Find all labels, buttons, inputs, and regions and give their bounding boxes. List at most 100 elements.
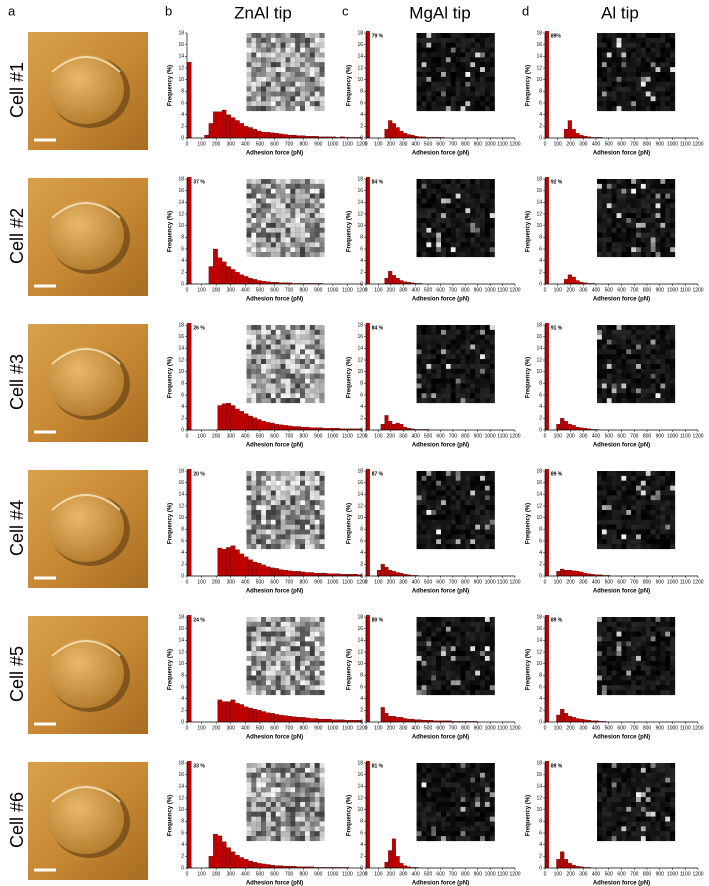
map-pixel <box>612 184 617 189</box>
map-pixel <box>300 680 305 685</box>
map-pixel <box>621 500 626 505</box>
map-pixel <box>247 252 252 257</box>
map-pixel <box>631 218 636 223</box>
x-tick-label: 100 <box>197 725 206 731</box>
map-pixel <box>300 379 305 384</box>
map-pixel <box>426 627 431 632</box>
map-pixel <box>461 676 466 681</box>
x-tick-label: 400 <box>241 725 250 731</box>
map-pixel <box>290 340 295 345</box>
map-pixel <box>310 530 315 535</box>
map-pixel <box>426 530 431 535</box>
map-pixel <box>256 671 261 676</box>
map-pixel <box>276 617 281 622</box>
map-pixel <box>597 349 602 354</box>
map-pixel <box>636 515 641 520</box>
x-tick-label: 600 <box>270 433 279 439</box>
map-pixel <box>426 481 431 486</box>
map-pixel <box>626 384 631 389</box>
map-pixel <box>485 505 490 510</box>
map-pixel <box>470 495 475 500</box>
x-tick-label: 400 <box>592 287 601 293</box>
map-pixel <box>422 87 427 92</box>
adhesion-map <box>417 179 495 257</box>
map-pixel <box>656 92 661 97</box>
map-pixel <box>446 364 451 369</box>
map-pixel <box>475 515 480 520</box>
bar <box>222 702 226 722</box>
map-pixel <box>646 233 651 238</box>
map-pixel <box>475 179 480 184</box>
map-pixel <box>251 510 256 515</box>
map-pixel <box>417 495 422 500</box>
map-pixel <box>485 96 490 101</box>
bar <box>403 427 407 430</box>
map-pixel <box>422 617 427 622</box>
map-pixel <box>490 189 495 194</box>
map-pixel <box>651 471 656 476</box>
map-pixel <box>480 77 485 82</box>
map-pixel <box>441 208 446 213</box>
map-pixel <box>470 223 475 228</box>
map-pixel <box>310 393 315 398</box>
map-pixel <box>417 680 422 685</box>
map-pixel <box>631 92 636 97</box>
map-pixel <box>670 252 675 257</box>
map-pixel <box>261 486 266 491</box>
map-pixel <box>256 38 261 43</box>
map-pixel <box>436 38 441 43</box>
bar <box>327 719 331 722</box>
map-pixel <box>320 398 325 403</box>
map-pixel <box>315 72 320 77</box>
map-pixel <box>417 340 422 345</box>
map-pixel <box>436 637 441 642</box>
map-pixel <box>281 500 286 505</box>
map-pixel <box>261 646 266 651</box>
y-tick-label: 8 <box>539 527 542 533</box>
map-pixel <box>426 544 431 549</box>
map-pixel <box>636 340 641 345</box>
x-tick-label: 1200 <box>692 433 703 439</box>
map-pixel <box>431 486 436 491</box>
map-pixel <box>310 345 315 350</box>
map-pixel <box>621 525 626 530</box>
map-pixel <box>315 96 320 101</box>
map-pixel <box>286 228 291 233</box>
map-pixel <box>451 325 456 330</box>
map-pixel <box>480 57 485 62</box>
map-pixel <box>417 398 422 403</box>
y-tick-label: 2 <box>181 416 184 422</box>
map-pixel <box>480 82 485 87</box>
map-pixel <box>660 500 665 505</box>
map-pixel <box>451 67 456 72</box>
map-pixel <box>426 218 431 223</box>
map-pixel <box>320 92 325 97</box>
map-pixel <box>286 505 291 510</box>
map-pixel <box>641 393 646 398</box>
map-pixel <box>276 510 281 515</box>
x-tick-label: 1200 <box>509 287 520 293</box>
map-pixel <box>470 92 475 97</box>
map-pixel <box>422 189 427 194</box>
map-pixel <box>286 53 291 58</box>
map-pixel <box>461 179 466 184</box>
map-pixel <box>305 38 310 43</box>
map-pixel <box>485 38 490 43</box>
map-pixel <box>431 515 436 520</box>
map-pixel <box>485 637 490 642</box>
map-pixel <box>480 398 485 403</box>
map-pixel <box>426 199 431 204</box>
map-pixel <box>602 72 607 77</box>
map-pixel <box>261 530 266 535</box>
map-pixel <box>490 525 495 530</box>
map-pixel <box>621 33 626 38</box>
map-pixel <box>266 335 271 340</box>
map-pixel <box>290 379 295 384</box>
map-pixel <box>461 218 466 223</box>
map-pixel <box>300 242 305 247</box>
map-pixel <box>456 345 461 350</box>
map-pixel <box>431 106 436 111</box>
map-pixel <box>665 505 670 510</box>
bar <box>314 573 318 576</box>
map-pixel <box>456 491 461 496</box>
